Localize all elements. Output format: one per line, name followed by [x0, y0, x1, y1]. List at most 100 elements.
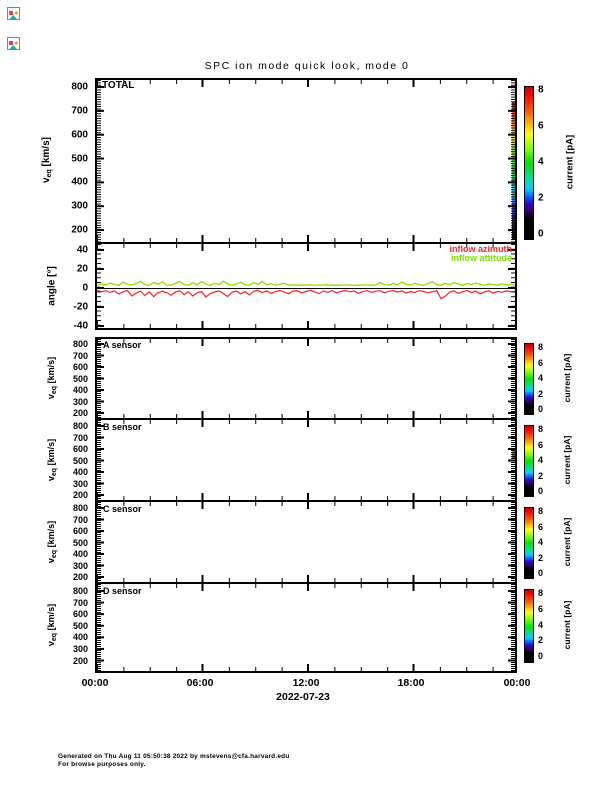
tick-marks	[97, 575, 515, 582]
total-panel-label: TOTAL	[102, 80, 135, 91]
tick-marks	[97, 80, 515, 87]
tick-marks	[97, 420, 515, 427]
tick-marks	[97, 339, 104, 418]
zero-line	[97, 288, 515, 289]
tick-label: 200	[71, 224, 88, 236]
inflow-azimuth-trace	[97, 289, 515, 300]
tick-label: 2	[538, 192, 544, 204]
tick-label: 500	[72, 620, 88, 631]
tick-label: 8	[538, 342, 544, 352]
tick-label: 600	[72, 526, 88, 536]
tick-label: 200	[72, 572, 88, 582]
tick-marks	[511, 420, 515, 500]
b-sensor-label: B sensor	[103, 422, 142, 432]
tick-label: 8	[538, 506, 544, 516]
tick-label: 2	[538, 388, 544, 399]
c-sensor-label: C sensor	[103, 504, 142, 514]
date-label: 2022-07-23	[276, 691, 330, 703]
plot-title: SPC ion mode quick look, mode 0	[204, 60, 410, 72]
tick-marks	[97, 420, 104, 500]
tick-marks	[97, 502, 104, 582]
colorbar-c	[524, 507, 534, 579]
tick-label: 4	[538, 455, 544, 465]
tick-label: 0	[538, 651, 544, 662]
tick-label: 6	[538, 603, 544, 614]
angle-traces-svg	[97, 280, 515, 300]
tick-marks	[97, 339, 101, 418]
tick-marks	[97, 584, 101, 671]
tick-marks	[508, 502, 515, 582]
tick-marks	[508, 420, 515, 500]
x-tick-label: 00:00	[81, 677, 109, 689]
tick-label: 700	[72, 432, 88, 443]
tick-label: 700	[72, 350, 88, 361]
tick-label: 500	[71, 153, 88, 165]
tick-label: 200	[72, 490, 88, 500]
tick-label: 800	[72, 503, 88, 513]
tick-marks	[97, 667, 515, 671]
tick-label: 700	[72, 597, 88, 608]
tick-marks	[97, 339, 515, 343]
tick-label: 500	[72, 373, 88, 384]
colorbar-total	[524, 86, 534, 240]
legend-inflow-attitude: inflow attitude	[451, 253, 512, 263]
tick-marks	[97, 502, 515, 509]
tick-label: 6	[538, 521, 544, 532]
tick-marks	[508, 584, 515, 671]
a-sensor-label: A sensor	[103, 340, 142, 350]
legend-inflow-azimuth: inflow azimuth	[449, 244, 513, 254]
tick-marks	[511, 584, 515, 671]
c-sensor-panel	[95, 500, 517, 584]
tick-label: 600	[72, 362, 88, 372]
tick-label: 2	[538, 470, 544, 481]
x-tick-label: 06:00	[186, 677, 214, 689]
tick-label: 800	[72, 586, 88, 596]
tick-label: 600	[72, 609, 88, 620]
tick-marks	[97, 420, 101, 500]
tick-label: 4	[538, 373, 544, 383]
tick-label: 700	[72, 514, 88, 525]
tick-marks	[97, 664, 515, 671]
tick-label: 6	[538, 439, 544, 450]
broken-image-icon	[7, 7, 20, 20]
a-sensor-panel	[95, 337, 517, 420]
tick-marks	[97, 502, 101, 582]
tick-marks	[511, 502, 515, 582]
tick-label: 8	[538, 84, 544, 96]
broken-image-icon	[7, 37, 20, 50]
tick-label: 500	[72, 537, 88, 548]
tick-label: 400	[71, 176, 88, 188]
tick-marks	[97, 584, 515, 588]
total-last-sample-column	[512, 102, 515, 240]
tick-label: 600	[72, 444, 88, 454]
tick-marks	[97, 339, 515, 346]
tick-label: 0	[538, 486, 544, 496]
tick-marks	[97, 411, 515, 418]
tick-label: 200	[72, 408, 88, 418]
tick-label: 6	[538, 120, 544, 132]
tick-marks	[97, 502, 515, 506]
tick-label: 6	[538, 357, 544, 368]
colorbar-d	[524, 589, 534, 663]
tick-marks	[97, 584, 104, 671]
tick-marks	[97, 584, 515, 591]
tick-label: 8	[538, 588, 544, 598]
b-sensor-data-fragment	[512, 449, 515, 459]
tick-label: 2	[538, 552, 544, 563]
tick-marks	[97, 80, 101, 242]
tick-label: 4	[538, 537, 544, 547]
tick-label: 300	[72, 396, 88, 407]
b-sensor-panel	[95, 418, 517, 502]
tick-label: 2	[538, 635, 544, 646]
tick-label: 500	[72, 455, 88, 466]
tick-marks	[511, 339, 515, 418]
tick-label: 20	[76, 263, 88, 275]
tick-label: 0	[538, 404, 544, 414]
tick-marks	[97, 80, 515, 84]
tick-label: 300	[72, 560, 88, 571]
tick-label: 400	[72, 385, 88, 395]
tick-marks	[97, 420, 515, 424]
inflow-attitude-trace	[97, 280, 515, 287]
d-sensor-label: D sensor	[103, 586, 142, 596]
